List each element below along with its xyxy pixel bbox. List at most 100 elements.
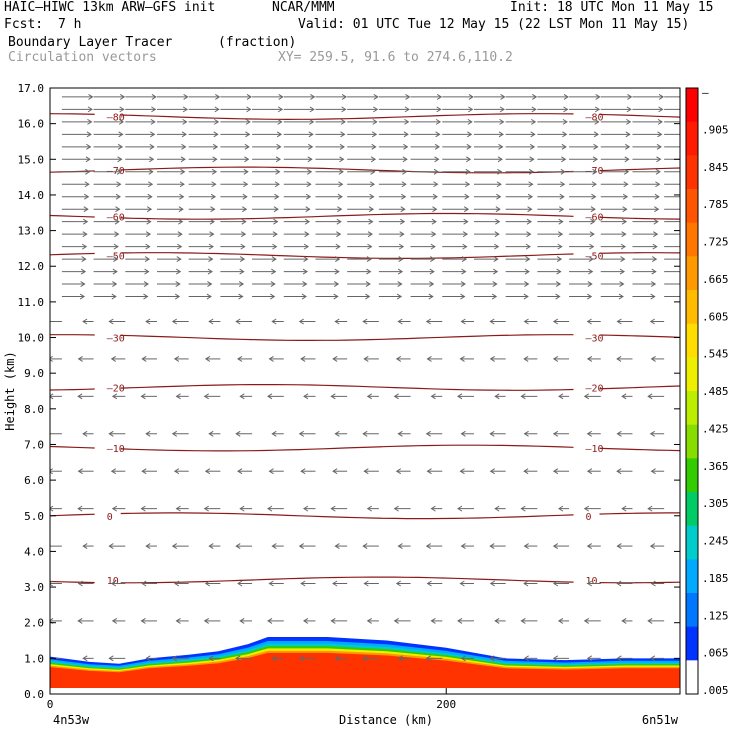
vector-head: [273, 218, 279, 225]
vector-head: [530, 118, 537, 125]
vector-head: [561, 156, 567, 163]
vector-head: [593, 143, 599, 150]
vector-head: [586, 655, 593, 662]
vector-head: [526, 231, 532, 238]
vector-head: [334, 268, 340, 275]
vector-head: [496, 181, 502, 188]
vector-head: [558, 393, 564, 400]
vector-head: [77, 468, 83, 475]
vector-head: [616, 355, 622, 362]
vector-head: [402, 156, 408, 163]
vector-head: [462, 243, 468, 250]
vector-head: [149, 156, 155, 163]
vector-head: [489, 318, 495, 325]
vector-head: [497, 156, 503, 163]
vector-head: [111, 618, 118, 624]
vector-head: [50, 580, 53, 587]
colorbar-swatch: [686, 256, 698, 291]
vector-head: [397, 318, 403, 325]
vector-head: [330, 618, 336, 624]
vector-head: [303, 393, 309, 400]
vector-head: [366, 393, 373, 400]
contour-label-bg: [573, 210, 600, 223]
vector-head: [147, 181, 154, 188]
vector-head: [465, 156, 472, 163]
vector-head: [426, 580, 432, 587]
contour-label: 10: [107, 576, 119, 587]
vector-head: [404, 106, 410, 113]
vector-head: [586, 580, 593, 587]
vector-head: [304, 218, 311, 225]
vector-head: [270, 293, 276, 300]
vector-head: [560, 168, 566, 175]
vector-head: [397, 430, 403, 437]
vector-head: [179, 193, 185, 200]
colorbar-label: .545: [702, 348, 729, 361]
vector-head: [552, 580, 559, 587]
vector-head: [307, 156, 313, 163]
vector-head: [238, 293, 244, 300]
vector-head: [653, 231, 659, 238]
vector-head: [370, 156, 377, 163]
vector-head: [583, 393, 590, 400]
organization-label: NCAR/MMM: [272, 0, 335, 15]
vector-head: [524, 281, 530, 287]
vector-head: [362, 318, 368, 325]
vector-head: [212, 143, 219, 150]
contour-label-bg: [573, 573, 600, 586]
vector-head: [303, 256, 309, 263]
vector-head: [302, 281, 308, 287]
vector-head: [268, 355, 274, 362]
contour-label: –10: [586, 444, 604, 455]
vector-head: [489, 543, 495, 549]
contour-label-bg: [573, 331, 600, 344]
vector-head: [626, 106, 632, 113]
vector-head: [79, 293, 86, 300]
vector-head: [237, 468, 243, 475]
vector-head: [214, 106, 220, 113]
vector-head: [494, 393, 500, 400]
vector-head: [182, 106, 189, 113]
vector-head: [464, 181, 471, 188]
vector-head: [616, 655, 622, 662]
vector-head: [373, 106, 379, 113]
vector-head: [435, 118, 442, 125]
vector-head: [461, 268, 467, 275]
colorbar-label: .785: [702, 198, 729, 211]
vector-head: [556, 256, 563, 263]
vector-head: [430, 618, 436, 624]
vector-head: [273, 206, 279, 213]
vector-head: [143, 293, 149, 300]
vector-head: [148, 168, 154, 175]
vector-head: [177, 231, 183, 238]
vector-head: [245, 118, 251, 125]
vector-head: [623, 168, 630, 175]
vector-head: [430, 393, 436, 400]
vector-head: [77, 618, 83, 624]
vector-head: [489, 655, 495, 662]
vector-head: [556, 268, 562, 275]
axes: 0.0 1.0 2.0 3.0 4.0 5.0 6.0 7.0 8.0 9.0 10.0 11.0 12…: [18, 82, 680, 711]
vector-head: [524, 268, 530, 275]
vector-head: [525, 243, 531, 250]
vector-head: [563, 93, 569, 100]
vector-head: [558, 206, 565, 213]
vector-head: [309, 106, 315, 113]
vector-head: [523, 430, 529, 437]
vector-head: [245, 131, 251, 138]
vector-head: [119, 93, 126, 100]
vector-head: [83, 206, 89, 213]
vector-head: [595, 93, 601, 100]
vector-head: [111, 293, 117, 300]
y-tick-label: 1.0: [24, 652, 44, 665]
vector-head: [557, 243, 563, 250]
vector-head: [555, 281, 562, 287]
vector-head: [298, 655, 304, 662]
vector-head: [50, 505, 54, 512]
vector-head: [430, 505, 436, 512]
vector-head: [368, 218, 374, 225]
vector-head: [647, 393, 653, 400]
vector-head: [398, 243, 405, 250]
vector-head: [302, 618, 309, 624]
vector-head: [655, 181, 661, 188]
